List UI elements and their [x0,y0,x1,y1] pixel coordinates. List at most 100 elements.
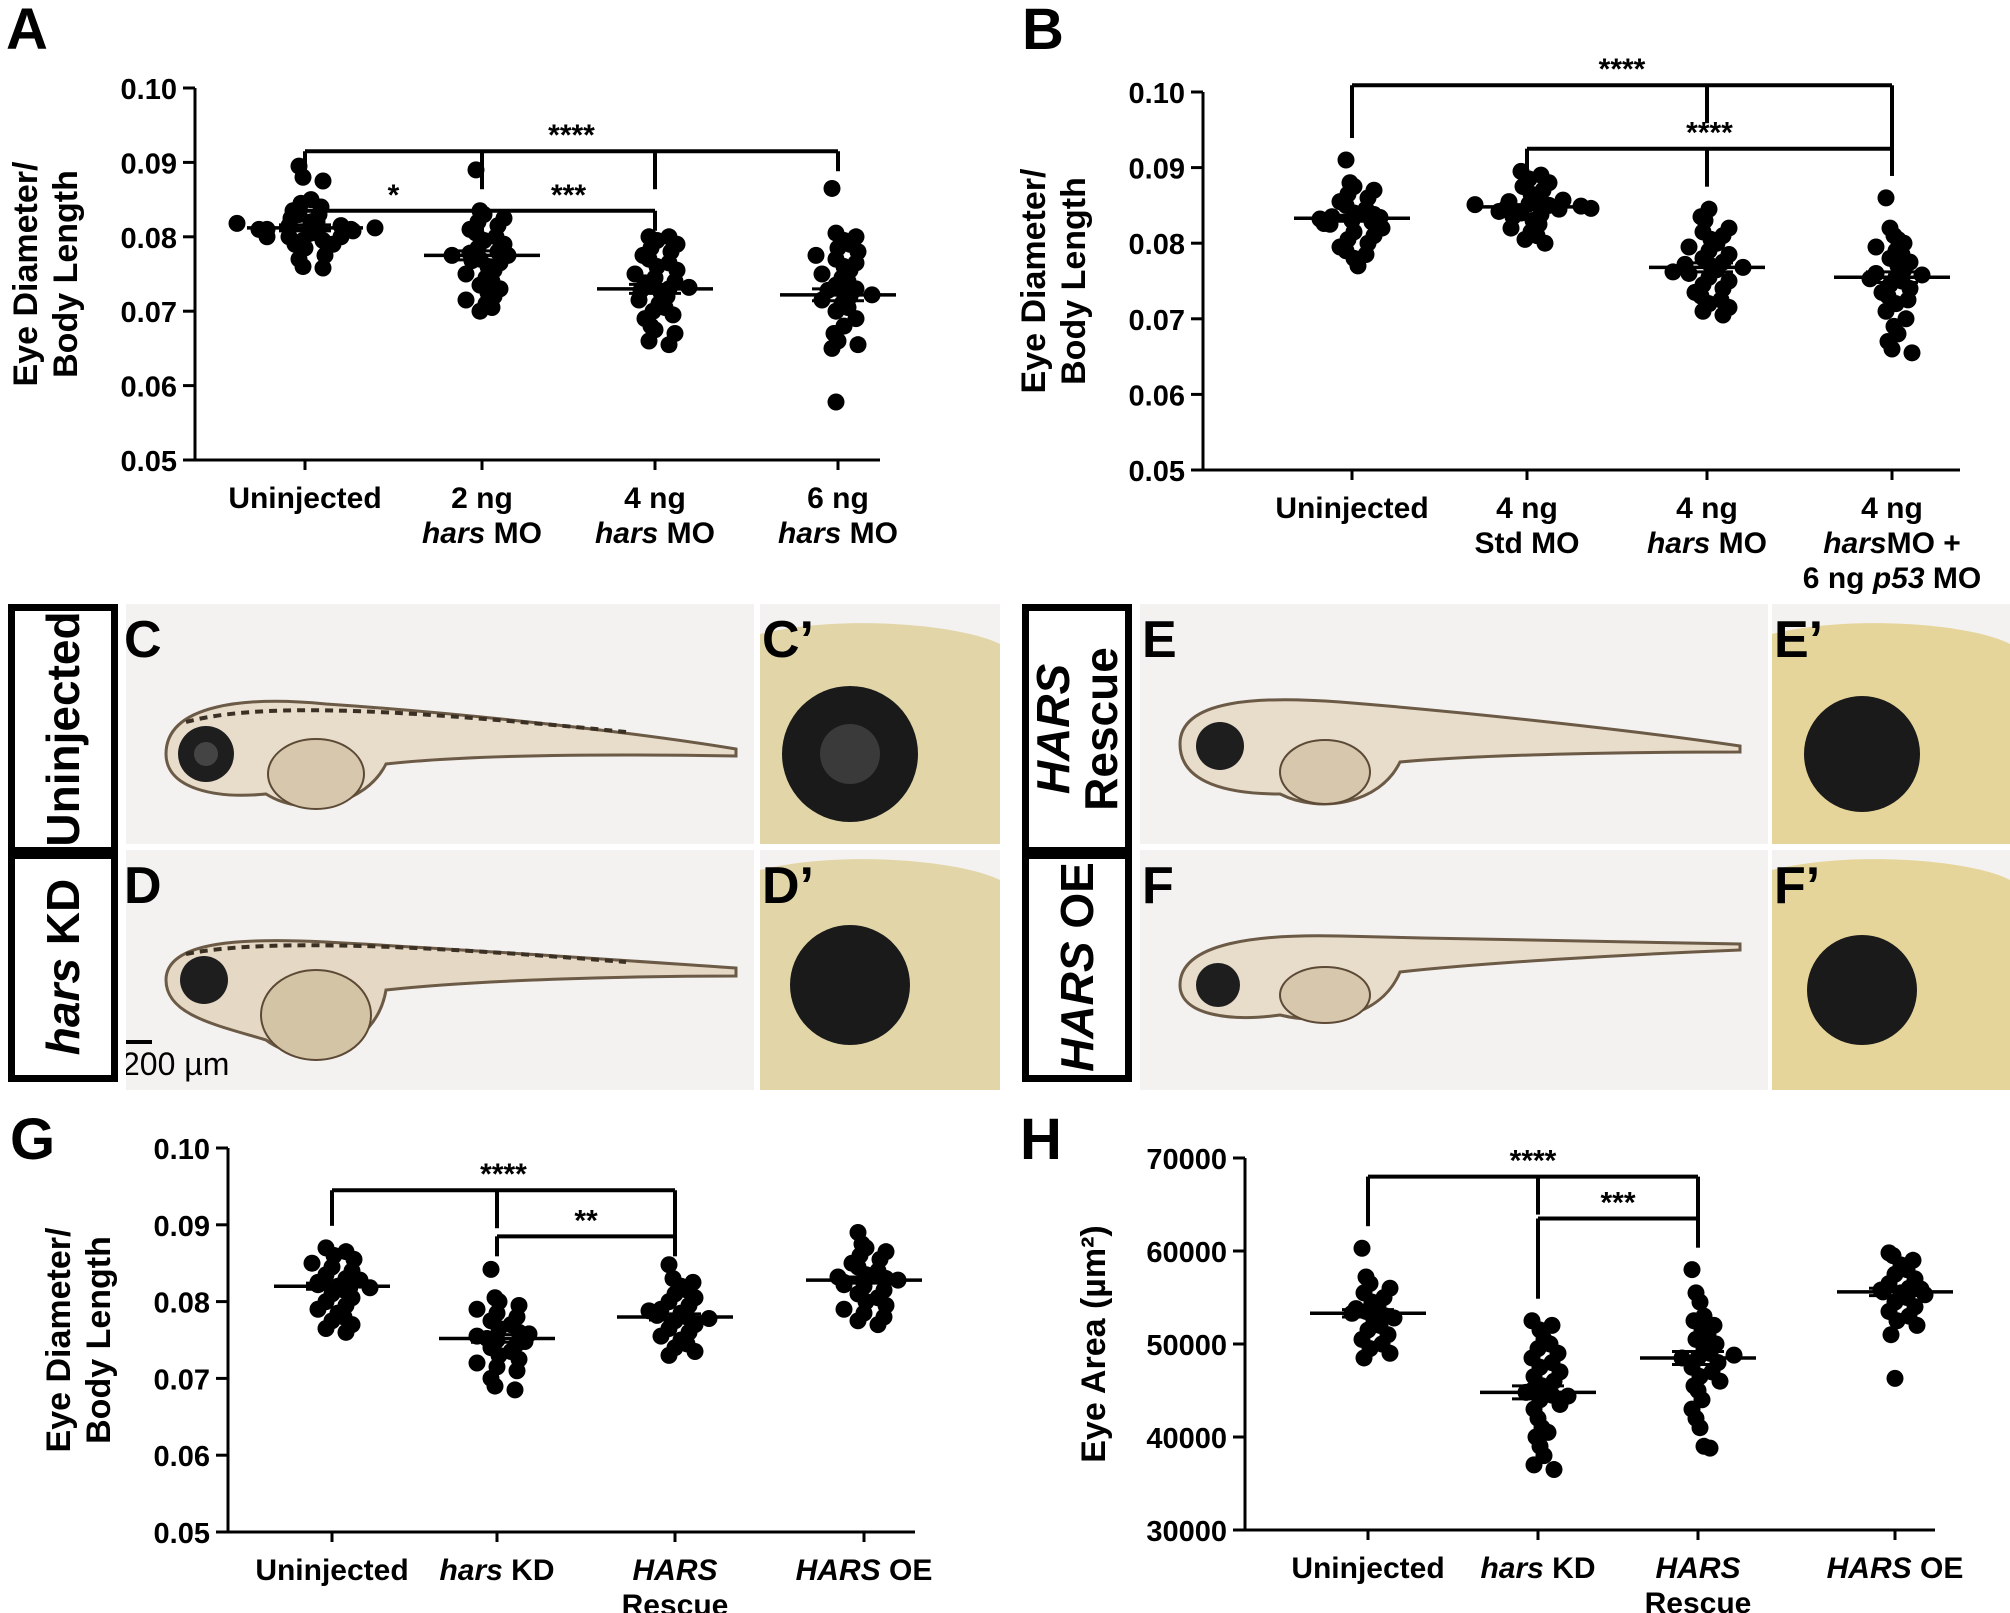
data-point [457,291,475,309]
data-point [366,219,384,237]
y-axis-label: Eye Diameter/ [1015,168,1053,393]
label-run: KD [1544,1552,1596,1585]
label-run: hars [778,517,841,550]
y-axis-label-line2: Body Length [1055,177,1093,385]
label-run: 2 ng [451,482,513,515]
y-tick-label: 0.10 [121,74,177,106]
row-label-hars-kd: hars KD [8,852,118,1082]
data-point [1877,302,1895,320]
data-point [1554,191,1572,209]
data-point [1545,1461,1563,1479]
data-point [835,1300,853,1318]
y-axis-label: Eye Diameter/ [7,161,45,386]
panel-label-h: H [1020,1107,1062,1172]
x-category-label: 2 ng [451,482,513,515]
y-tick-label: 70000 [1146,1144,1227,1176]
label-run: MO [658,517,715,550]
data-point [314,172,332,190]
larva-illustration-e [1178,698,1742,806]
data-point [813,265,831,283]
label-run: KD [503,1554,555,1587]
label-run: hars [1823,527,1886,560]
data-point [1349,257,1367,275]
data-point [1714,306,1732,324]
significance-stars: **** [548,119,595,152]
y-axis-label: Eye Area (µm²) [1075,1225,1113,1463]
data-point [344,222,362,240]
data-point [294,258,312,276]
significance-stars: **** [1686,117,1733,150]
label-run: MO + [1887,527,1961,560]
data-point [1908,1316,1926,1334]
label-run: Uninjected [255,1554,408,1587]
y-tick-label: 0.09 [121,148,177,180]
panel-label-d-prime: D’ [762,857,814,915]
photo-e-whole-larva: E [1140,604,1768,844]
label-run: Uninjected [228,482,381,515]
x-category-label: hars MO [778,517,898,550]
data-point [1691,1419,1709,1437]
y-tick-label: 0.07 [121,297,177,329]
data-point [823,339,841,357]
label-run: HARS [632,1554,717,1587]
x-category-label: HARS [1655,1552,1740,1585]
row-label-hars-oe: HARS OE [1022,852,1132,1082]
data-point [1701,1439,1719,1457]
label-run: MO [841,517,898,550]
data-point [660,1346,678,1364]
label-run: p53 [1872,562,1925,595]
data-point [869,1316,887,1334]
label-run: OE [881,1554,933,1587]
data-point [1913,266,1931,284]
y-tick-label: 0.08 [121,223,177,255]
chart-b: 0.05 0.06 0.07 0.08 0.09 0.10 Eye Diameter/Bod… [1015,53,1981,595]
data-point [1502,219,1520,237]
x-category-label: Uninjected [1275,492,1428,525]
panel-label-e: E [1142,611,1177,669]
y-tick-label: 40000 [1146,1423,1227,1455]
label-run: OE [1912,1552,1964,1585]
photo-c-whole-larva: C [126,604,754,844]
label-run: hars [595,517,658,550]
larva-illustration-d [164,939,738,1061]
x-category-label: 4 ng [1861,492,1923,525]
panel-label-g: G [10,1107,56,1172]
data-point [827,302,845,320]
x-category-label: 4 ng [624,482,686,515]
y-tick-label: 0.09 [154,1211,210,1243]
x-category-label: Uninjected [1291,1552,1444,1585]
y-tick-label: 0.07 [1129,305,1185,337]
data-point [303,1254,321,1272]
label-run: 6 ng [807,482,869,515]
y-tick-label: 0.08 [1129,229,1185,261]
data-point [1582,199,1600,217]
data-point [1683,1261,1701,1279]
panel-label-f-prime: F’ [1774,857,1821,915]
data-point [486,1377,504,1395]
row-label-hars-rescue: HARS Rescue [1022,604,1132,854]
significance-stars: *** [1600,1186,1635,1219]
label-run: Rescue [622,1589,729,1613]
x-category-label: hars MO [422,517,542,550]
x-category-label: hars KD [1480,1552,1595,1585]
label-run: 4 ng [1676,492,1738,525]
eye-closeup-e [1772,623,2010,844]
significance-stars: **** [1599,53,1646,86]
data-point [317,1319,335,1337]
data-point [294,168,312,186]
data-point [482,1260,500,1278]
label-run: MO [1925,562,1982,595]
chart-h: 30000 40000 50000 60000 70000 Eye Area (µm²) U… [1075,1144,1963,1613]
significance-stars: **** [480,1158,527,1191]
x-category-label: 6 ng p53 MO [1803,562,1981,595]
panel-label-c: C [126,611,162,669]
label-run: Uninjected [1275,492,1428,525]
photo-e-prime-eye: E’ [1772,604,2010,844]
data-point [309,1300,327,1318]
label-run: 4 ng [624,482,686,515]
label-run: MO [485,517,542,550]
data-point [337,1323,355,1341]
x-category-label: hars MO [1647,527,1767,560]
photo-d-prime-eye: D’ [760,850,1000,1090]
row-label-hars-rescue-text: HARS Rescue [1027,647,1127,811]
